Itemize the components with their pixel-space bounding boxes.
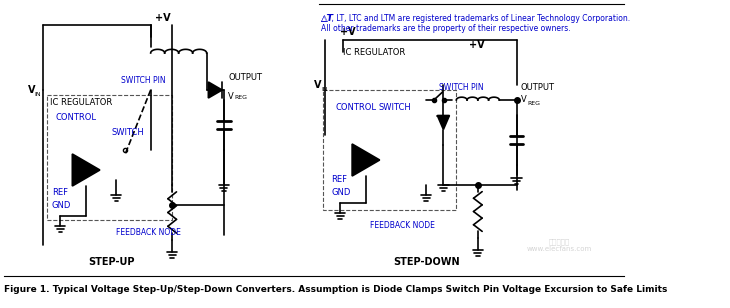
Text: CONTROL: CONTROL	[336, 103, 377, 112]
Bar	[47, 95, 172, 220]
Text: +V: +V	[469, 40, 485, 50]
Text: V: V	[28, 85, 35, 95]
Polygon shape	[72, 154, 100, 186]
Text: IC REGULATOR: IC REGULATOR	[50, 98, 112, 107]
Text: SWITCH PIN: SWITCH PIN	[439, 83, 484, 92]
Text: △T, LT, LTC and LTM are registered trademarks of Linear Technology Corporation.: △T, LT, LTC and LTM are registered trade…	[321, 14, 630, 23]
Text: SWITCH PIN: SWITCH PIN	[120, 76, 165, 85]
Text: IC REGULATOR: IC REGULATOR	[342, 48, 405, 57]
Text: CONTROL: CONTROL	[56, 113, 97, 122]
Text: REF: REF	[331, 175, 347, 184]
Text: REG: REG	[527, 101, 540, 106]
Text: +V: +V	[155, 13, 171, 23]
Polygon shape	[352, 144, 380, 176]
Text: IN: IN	[321, 87, 328, 91]
Text: REG: REG	[234, 95, 247, 100]
Text: +V: +V	[340, 27, 356, 37]
Text: SWITCH: SWITCH	[379, 103, 412, 112]
Text: FEEDBACK NODE: FEEDBACK NODE	[116, 228, 181, 237]
Polygon shape	[437, 116, 450, 129]
Text: Figure 1. Typical Voltage Step-Up/Step-Down Converters. Assumption is Diode Clam: Figure 1. Typical Voltage Step-Up/Step-D…	[4, 285, 668, 294]
Text: REF: REF	[52, 188, 68, 197]
Text: 电子发烧友
www.elecfans.com: 电子发烧友 www.elecfans.com	[527, 238, 592, 252]
Text: △T: △T	[321, 14, 334, 23]
Bar	[323, 90, 456, 210]
Text: STEP-UP: STEP-UP	[88, 257, 135, 267]
Text: OUTPUT: OUTPUT	[521, 83, 555, 92]
Text: FEEDBACK NODE: FEEDBACK NODE	[370, 221, 435, 230]
Text: OUTPUT: OUTPUT	[228, 73, 262, 82]
Text: STEP-DOWN: STEP-DOWN	[393, 257, 459, 267]
Polygon shape	[208, 82, 222, 98]
Text: V: V	[314, 80, 322, 90]
Text: GND: GND	[52, 201, 71, 210]
Text: V: V	[228, 92, 234, 101]
Text: GND: GND	[331, 188, 351, 197]
Text: All other trademarks are the property of their respective owners.: All other trademarks are the property of…	[321, 24, 571, 33]
Text: V: V	[521, 95, 526, 104]
Text: SWITCH: SWITCH	[112, 128, 145, 137]
Text: IN: IN	[34, 91, 41, 96]
